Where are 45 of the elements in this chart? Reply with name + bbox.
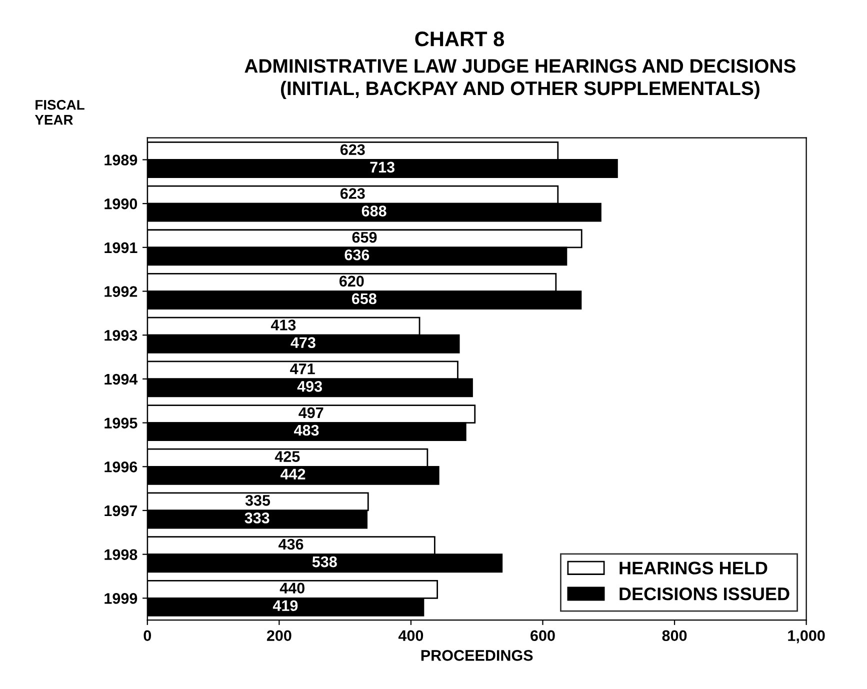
data-label: 623 [340,188,365,199]
data-label: 493 [297,381,322,392]
y-tick-label: 1991 [104,242,138,254]
y-tick-label: 1989 [104,154,138,166]
chart-subtitle: ADMINISTRATIVE LAW JUDGE HEARINGS AND DECISIONS (INITIAL, BACKPAY AND OTHER SUPPLEMENTALS) [244,59,796,100]
data-label: 713 [370,162,394,173]
data-label: 473 [290,337,316,348]
data-label: 636 [344,249,370,260]
data-label: 413 [270,320,296,330]
y-tick-label: 1999 [104,593,138,604]
data-label: 658 [352,293,376,304]
x-tick-label: 200 [266,630,292,642]
data-label: 419 [272,600,298,612]
y-tick-label: 1997 [104,505,137,516]
data-label: 483 [294,424,319,436]
data-label: 335 [245,495,270,506]
data-label: 471 [290,364,315,374]
data-label: 497 [298,407,324,418]
x-tick-label: 600 [530,630,555,642]
x-tick-label: 800 [662,630,687,642]
data-label: 440 [280,582,304,594]
y-tick-label: 1998 [104,549,138,560]
x-tick-label: 0 [144,630,152,642]
data-label: 623 [340,144,365,156]
y-axis-title: FISCAL YEAR [34,100,84,125]
data-label: 659 [352,232,377,243]
y-tick-label: 1995 [104,418,138,428]
data-label: 333 [244,512,270,524]
y-tick-label: 1996 [104,462,138,472]
chart-title: CHART 8 [415,32,504,46]
legend-label: DECISIONS ISSUED [620,587,790,600]
data-label: 436 [278,538,304,550]
y-tick-label: 1994 [104,374,138,385]
x-tick-label: 400 [398,630,424,642]
legend-label: HEARINGS HELD [620,562,768,574]
y-tick-label: 1992 [104,286,138,297]
y-tick-label: 1993 [104,330,138,341]
y-tick-label: 1990 [104,198,138,210]
data-label: 620 [339,276,364,287]
data-label: 538 [312,556,337,568]
data-label: 425 [274,451,300,462]
x-tick-label: 1,000 [788,630,825,644]
x-axis-title: PROCEEDINGS [421,650,533,661]
data-label: 688 [362,206,386,216]
data-label: 442 [280,468,306,480]
